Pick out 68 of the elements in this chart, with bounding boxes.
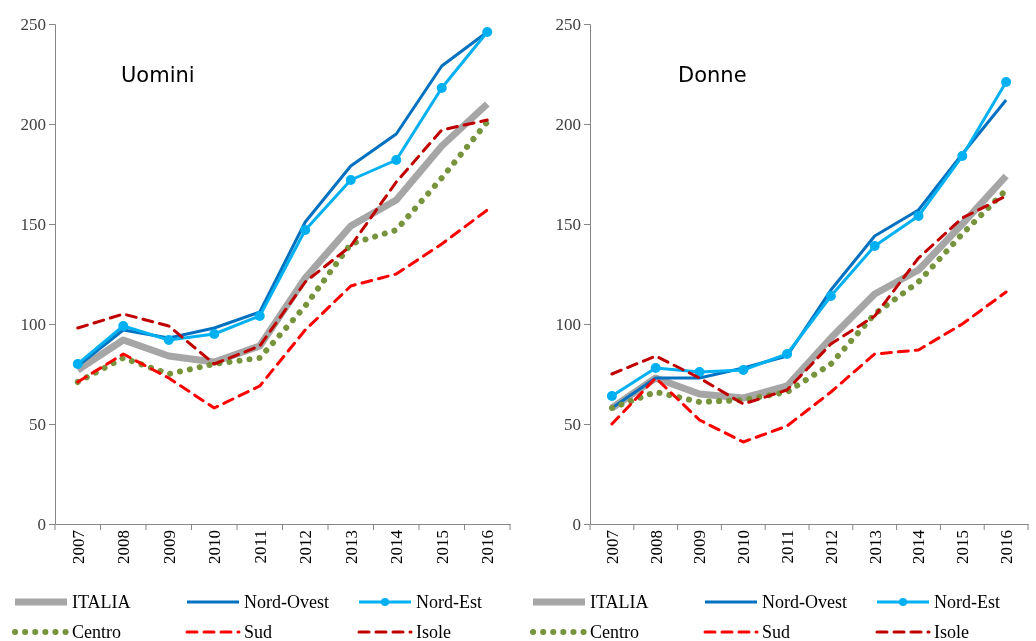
x-tick-label: 2013 <box>341 530 361 564</box>
point <box>957 151 968 161</box>
point <box>782 349 793 359</box>
x-tick-label: 2008 <box>646 530 666 564</box>
x-tick-label: 2011 <box>250 530 270 564</box>
y-tick-label: 50 <box>29 414 46 434</box>
x-tick-label: 2015 <box>953 530 973 564</box>
point <box>118 321 129 331</box>
x-tick-label: 2011 <box>778 530 798 564</box>
legend-label: Isole <box>416 622 451 641</box>
point <box>825 291 836 301</box>
x-tick-label: 2009 <box>690 530 710 564</box>
point <box>1001 77 1012 87</box>
point <box>694 367 705 377</box>
y-tick-label: 150 <box>555 214 581 234</box>
point <box>606 391 617 401</box>
legend-label: Nord-Ovest <box>762 592 847 613</box>
x-tick-label: 2016 <box>478 530 498 564</box>
legend-label: Nord-Est <box>416 592 482 613</box>
y-tick-label: 250 <box>20 14 46 34</box>
y-tick-label: 200 <box>555 114 581 134</box>
y-tick-label: 50 <box>564 414 581 434</box>
x-tick-label: 2015 <box>432 530 452 564</box>
x-tick-label: 2007 <box>602 529 622 564</box>
point <box>345 175 356 185</box>
point <box>391 155 402 165</box>
line-series <box>610 290 1008 444</box>
point <box>436 83 447 93</box>
legend-label: Nord-Ovest <box>244 592 329 613</box>
x-tick-label: 2014 <box>387 529 407 564</box>
text: Donne <box>678 63 747 87</box>
legend-label: Sud <box>762 622 791 641</box>
point <box>738 365 749 375</box>
x-tick-label: 2010 <box>734 530 754 564</box>
x-tick-label: 2010 <box>205 530 225 564</box>
y-tick-label: 100 <box>20 314 46 334</box>
point <box>482 27 493 37</box>
text: Uomini <box>121 63 195 87</box>
point <box>300 225 311 235</box>
legend-label: Nord-Est <box>934 592 1000 613</box>
point <box>913 211 924 221</box>
x-tick-label: 2012 <box>821 530 841 564</box>
y-tick-label: 200 <box>20 114 46 134</box>
line-series <box>76 208 489 410</box>
point <box>72 359 83 369</box>
y-tick-label: 0 <box>37 514 46 534</box>
x-tick-label: 2007 <box>68 529 88 564</box>
x-tick-label: 2013 <box>865 530 885 564</box>
x-tick-label: 2008 <box>114 530 134 564</box>
y-tick-label: 250 <box>555 14 581 34</box>
legend-label: Centro <box>72 622 121 641</box>
legend-label: ITALIA <box>72 592 131 613</box>
y-tick-label: 150 <box>20 214 46 234</box>
point <box>650 363 661 373</box>
y-tick-label: 100 <box>555 314 581 334</box>
x-tick-label: 2009 <box>159 530 179 564</box>
legend-label: Sud <box>244 622 273 641</box>
x-tick-label: 2016 <box>997 530 1017 564</box>
point <box>163 335 174 345</box>
legend-label: Isole <box>934 622 969 641</box>
legend-label: ITALIA <box>590 592 649 613</box>
point <box>254 311 265 321</box>
legend-label: Centro <box>590 622 639 641</box>
x-tick-label: 2012 <box>296 530 316 564</box>
x-tick-label: 2014 <box>909 529 929 564</box>
y-tick-label: 0 <box>572 514 581 534</box>
point <box>209 329 220 339</box>
point <box>869 241 880 251</box>
